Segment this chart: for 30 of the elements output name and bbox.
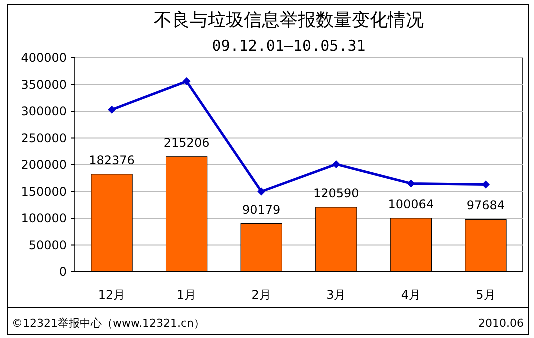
y-tick-label: 50000 — [28, 238, 67, 252]
y-tick-label: 250000 — [21, 131, 67, 146]
y-tick-label: 350000 — [21, 78, 67, 92]
point — [108, 106, 116, 114]
y-tick-label: 200000 — [21, 158, 67, 172]
y-tick-label: 150000 — [21, 184, 67, 199]
data-label: 100064 — [388, 197, 434, 212]
data-label: 120590 — [313, 186, 360, 200]
chart-title: 不良与垃圾信息举报数量变化情况 — [154, 10, 424, 31]
x-tick-label: 5月 — [476, 288, 496, 302]
x-tick-label: 3月 — [326, 288, 346, 302]
y-tick-label: 0 — [59, 265, 67, 279]
data-label: 215206 — [164, 136, 210, 150]
x-tick-label: 1月 — [176, 288, 197, 302]
x-tick-label: 2月 — [252, 288, 272, 302]
point — [258, 188, 266, 196]
x-tick-label: 12月 — [98, 288, 126, 302]
x-tick-label: 4月 — [401, 288, 422, 302]
data-label: 182376 — [89, 153, 135, 168]
data-label: 97684 — [466, 198, 506, 213]
point — [332, 160, 340, 168]
y-tick-label: 400000 — [21, 51, 67, 65]
text: ©12321举报中心（www.12321.cn） — [12, 317, 205, 330]
text: 2010.06 — [478, 317, 524, 330]
y-tick-label: 100000 — [21, 212, 67, 226]
y-tick-label: 300000 — [21, 104, 67, 118]
point — [182, 78, 191, 86]
chart-subtitle: 09.12.01—10.05.31 — [212, 37, 366, 55]
point — [407, 180, 416, 188]
data-label: 90179 — [242, 202, 281, 217]
